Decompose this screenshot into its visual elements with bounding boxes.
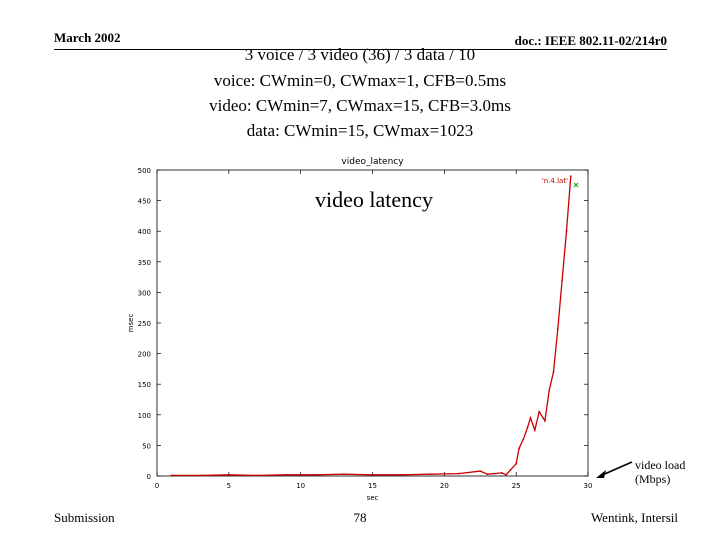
data-point [457, 472, 460, 475]
legend-marker [573, 182, 579, 188]
chart-title: video_latency [341, 157, 404, 167]
y-tick-label: 0 [147, 473, 151, 481]
footer-author: Wentink, Intersil [590, 510, 678, 525]
data-point [170, 474, 173, 477]
data-point [429, 473, 431, 476]
x-tick-label: 15 [368, 482, 377, 490]
data-point [529, 416, 532, 419]
data-point [569, 175, 572, 178]
data-point [522, 438, 525, 441]
data-point [371, 473, 374, 476]
callout-line-1: video load [635, 458, 686, 472]
subtitle-line-1: 3 voice / 3 video (36) / 3 data / 10 [244, 45, 476, 64]
callout-arrowhead [596, 470, 606, 478]
data-point [227, 473, 230, 476]
header-doc-id: doc.: IEEE 802.11-02/214r0 [514, 33, 667, 48]
data-point [526, 426, 529, 428]
data-point [548, 389, 551, 392]
x-tick-label: 25 [512, 482, 521, 490]
callout-line-2: (Mbps) [635, 472, 671, 486]
y-tick-label: 450 [138, 198, 151, 206]
series-line [171, 176, 572, 477]
x-tick-label: 30 [584, 482, 593, 490]
data-point [199, 474, 202, 477]
data-point [400, 473, 403, 476]
data-point [486, 473, 489, 476]
subtitle-line-4: data: CWmin=15, CWmax=1023 [246, 121, 474, 140]
header-rule [54, 49, 667, 50]
data-point [509, 468, 512, 471]
y-axis-label: msec [127, 314, 135, 333]
x-axis-label: sec [367, 494, 379, 502]
data-point [515, 462, 518, 465]
y-tick-label: 500 [138, 167, 151, 175]
y-tick-label: 100 [138, 412, 151, 420]
data-point [256, 474, 259, 477]
y-tick-label: 50 [142, 442, 151, 450]
data-point [561, 279, 564, 282]
data-point [565, 230, 568, 233]
x-tick-label: 10 [296, 482, 305, 490]
data-point [556, 328, 559, 331]
data-point [285, 473, 288, 476]
y-tick-label: 250 [138, 320, 151, 328]
data-point [479, 470, 482, 473]
overlay-label: video latency [300, 184, 448, 216]
y-tick-label: 350 [138, 259, 151, 267]
y-tick-label: 150 [138, 381, 151, 389]
footer-page-number: 78 [353, 510, 367, 525]
data-point [342, 473, 345, 476]
x-tick-label: 0 [155, 482, 159, 490]
data-point [552, 371, 555, 373]
data-point [505, 473, 508, 476]
y-tick-label: 400 [138, 228, 151, 236]
callout-arrow [599, 461, 633, 477]
footer-submission: Submission [54, 510, 115, 525]
legend-label: 'n.4.lat' [542, 177, 568, 185]
header-date: March 2002 [54, 30, 121, 45]
data-point [518, 447, 520, 450]
data-point [544, 420, 546, 422]
data-point [500, 472, 503, 474]
data-point [533, 429, 536, 431]
y-tick-label: 200 [138, 351, 151, 359]
subtitle-line-3: video: CWmin=7, CWmax=15, CFB=3.0ms [209, 96, 511, 115]
y-tick-label: 300 [138, 289, 151, 297]
x-tick-label: 20 [440, 482, 449, 490]
subtitle-line-2: voice: CWmin=0, CWmax=1, CFB=0.5ms [213, 71, 507, 90]
data-point [538, 410, 541, 413]
data-point [314, 473, 316, 476]
callout-label: video load (Mbps) [635, 458, 685, 486]
x-tick-label: 5 [227, 482, 231, 490]
